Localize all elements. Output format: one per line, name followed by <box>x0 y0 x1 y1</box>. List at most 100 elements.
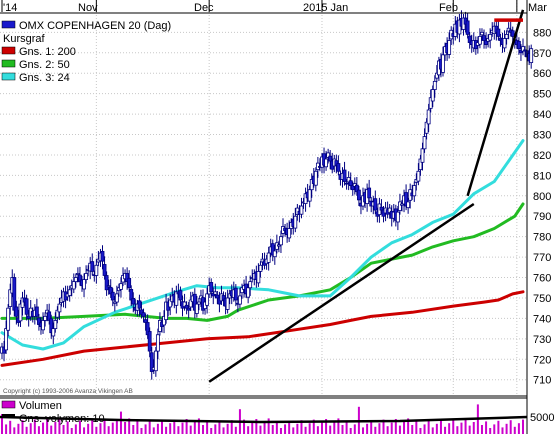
volume-bar <box>460 422 463 434</box>
volume-bar <box>403 422 406 434</box>
volume-bar <box>193 422 196 434</box>
candle-up <box>155 334 160 352</box>
volume-bar <box>448 423 451 434</box>
candle-up <box>71 281 76 290</box>
candle-up <box>55 309 60 318</box>
candle-up <box>502 38 507 49</box>
candle-down <box>78 274 82 283</box>
candle-down <box>102 264 107 276</box>
candle-up <box>424 121 429 134</box>
candle-down <box>143 319 148 323</box>
volume-bar <box>107 426 110 434</box>
x-tick-label: Mar <box>528 2 547 14</box>
volume-bar <box>480 425 483 434</box>
candle-up <box>426 109 431 125</box>
volume-bar <box>99 423 102 434</box>
volume-bar <box>29 423 32 434</box>
candle-up <box>246 287 251 298</box>
x-tick-label: '14 <box>3 2 17 14</box>
candle-down <box>139 309 144 315</box>
y-tick-label: 870 <box>533 48 551 60</box>
y-tick-label: 710 <box>533 375 551 387</box>
y-tick-label: 810 <box>533 170 551 182</box>
volume-bar <box>312 419 315 434</box>
candle-up <box>188 299 193 308</box>
candle-down <box>100 250 105 262</box>
candle-down <box>328 155 333 162</box>
volume-bar <box>382 419 385 434</box>
candle-down <box>149 352 154 372</box>
volume-bar <box>497 420 500 434</box>
candle-down <box>129 288 134 301</box>
volume-bar <box>275 421 278 434</box>
candle-up <box>266 252 271 263</box>
candle-up <box>43 315 47 321</box>
volume-bar <box>1 414 3 434</box>
candle-up <box>164 301 168 321</box>
candle-up <box>406 201 411 209</box>
candle-up <box>84 273 88 280</box>
candle-up <box>488 33 493 41</box>
volume-bar <box>202 425 205 434</box>
y-tick-label: 770 <box>533 252 551 264</box>
volume-bar <box>271 425 274 434</box>
volume-bar <box>501 427 504 434</box>
grid <box>0 0 527 396</box>
volume-bar <box>62 425 65 434</box>
volume-bar <box>398 425 401 434</box>
volume-bar <box>136 421 139 434</box>
volume-bar <box>214 424 217 434</box>
volume-bar <box>185 419 188 434</box>
volume-bar <box>140 428 143 434</box>
volume-bar <box>58 418 61 434</box>
volume-bar <box>37 426 40 434</box>
volume-bar <box>152 427 155 434</box>
candle-up <box>8 289 13 307</box>
volume-bar <box>300 420 303 434</box>
volume-bar <box>452 419 455 434</box>
volume-bar <box>341 425 344 434</box>
volume-bar <box>33 419 36 434</box>
candle-down <box>184 304 189 309</box>
volume-ma-swatch <box>2 414 15 417</box>
volume-bar <box>411 425 414 434</box>
volume-bar <box>353 424 356 434</box>
candle-up <box>256 271 261 284</box>
candle-down <box>270 243 275 256</box>
candle-up <box>303 193 308 204</box>
candle-down <box>211 293 216 297</box>
candle-up <box>529 48 534 63</box>
y-tick-label: 790 <box>533 211 551 223</box>
candle-down <box>496 28 501 37</box>
volume-bar <box>54 422 57 434</box>
volume-bar <box>111 422 114 434</box>
panel-label: Kursgraf <box>3 33 46 45</box>
volume-bar <box>218 420 221 434</box>
candle-down <box>357 189 361 201</box>
volume-bar <box>243 419 246 434</box>
candle-up <box>20 297 25 308</box>
candle-up <box>504 33 509 39</box>
candle-up <box>67 289 72 296</box>
candle-down <box>49 318 54 334</box>
candle-up <box>162 315 166 326</box>
candle-up <box>432 80 437 90</box>
candle-up <box>287 228 292 239</box>
volume-bar <box>78 420 81 434</box>
candle-down <box>233 287 238 301</box>
volume-bar <box>485 421 488 434</box>
volume-bar <box>263 422 266 434</box>
volume-bar <box>390 422 393 434</box>
candle-down <box>26 315 31 319</box>
volume-bar <box>296 423 299 434</box>
y-tick-label: 740 <box>533 313 551 325</box>
volume-bar <box>489 428 492 434</box>
support-line-1 <box>208 202 475 383</box>
candle-up <box>398 201 402 211</box>
volume-ma-label: Gns. volymen: 10 <box>19 413 105 425</box>
moving-average-line <box>0 290 525 367</box>
volume-bar <box>25 426 28 434</box>
candle-up <box>153 350 158 372</box>
